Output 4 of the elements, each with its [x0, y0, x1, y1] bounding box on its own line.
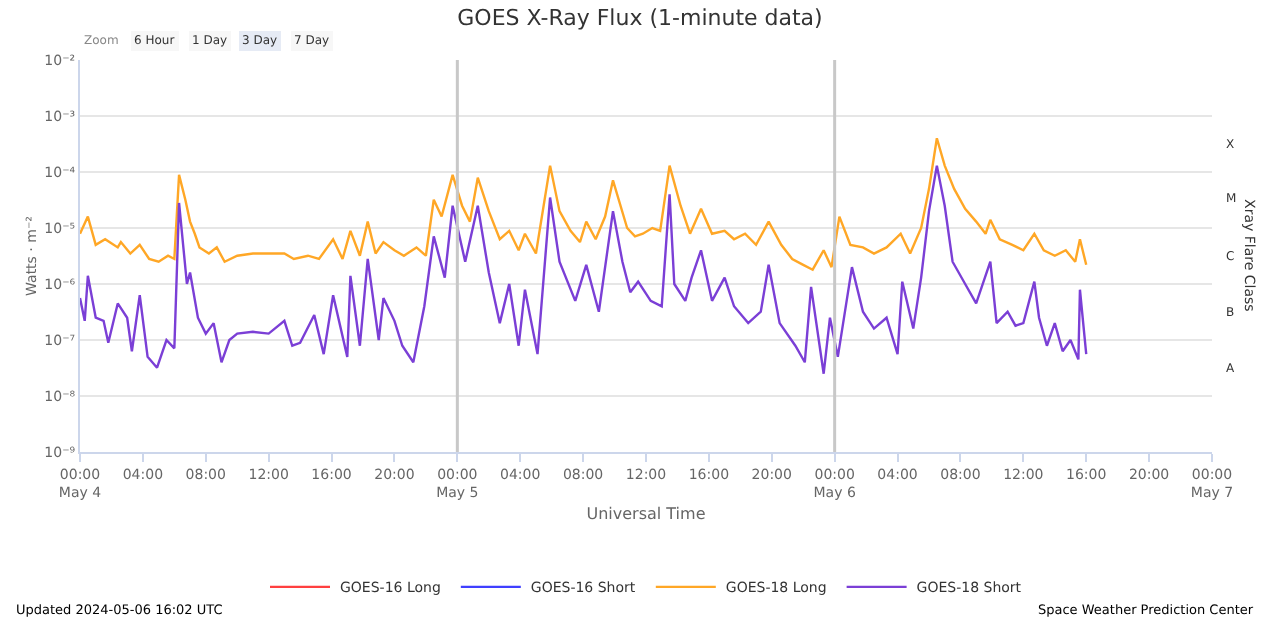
- line-series: [80, 164, 1088, 375]
- chart-title: GOES X-Ray Flux (1-minute data): [457, 5, 823, 31]
- x-axis-title: Universal Time: [586, 505, 706, 524]
- line-series: [80, 137, 1088, 271]
